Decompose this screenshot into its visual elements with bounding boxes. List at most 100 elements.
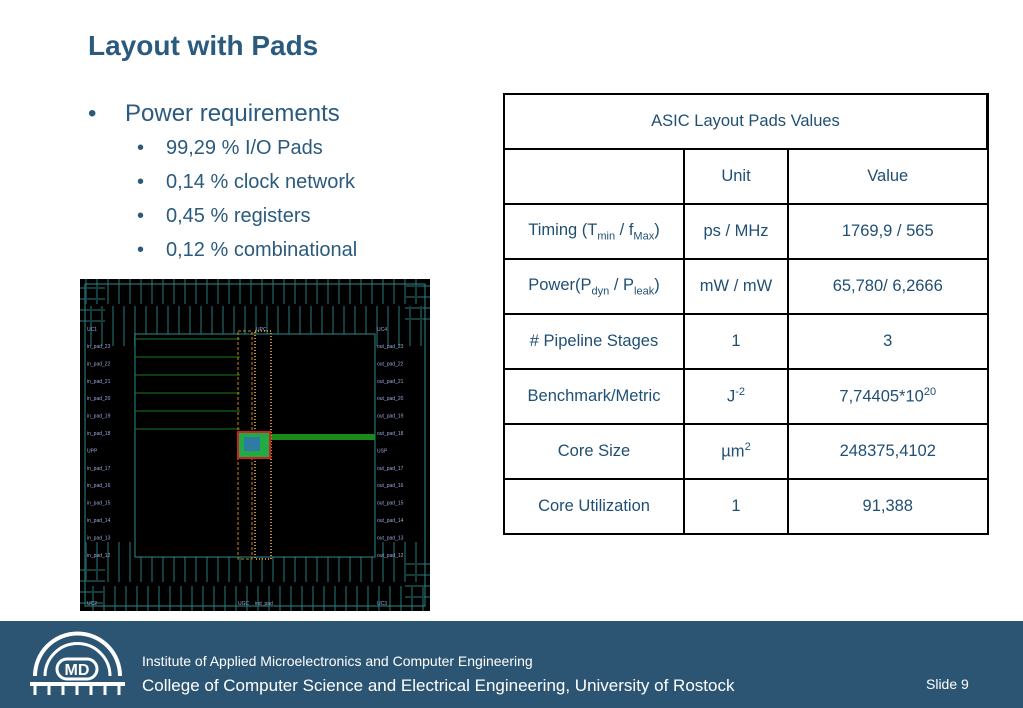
table-cell: # Pipeline Stages: [503, 313, 685, 370]
pad-label: in_pad_15: [87, 501, 111, 507]
pad-label: out_pad_12: [377, 553, 404, 559]
cell-text: / f: [615, 220, 634, 239]
top-pads: [80, 279, 430, 346]
pad-label: UPC: [256, 327, 267, 333]
pad-label: UPP: [87, 448, 98, 454]
pad-label: out_pad_19: [377, 414, 404, 420]
table-corner: [503, 148, 685, 205]
cell-text: J: [726, 387, 736, 406]
table-cell: 7,74405*1020: [787, 368, 989, 425]
pad-label: in_pad_13: [87, 535, 111, 541]
pad-label: in_pad_16: [87, 483, 111, 489]
sub-bullet: 0,14 % clock network: [166, 171, 355, 193]
cell-text: leak: [634, 285, 655, 298]
table-row: Core Size µm2 248375,4102: [503, 423, 989, 480]
cell-text: dyn: [591, 285, 610, 298]
footer-line: College of Computer Science and Electric…: [142, 676, 735, 695]
cell-text: 1769,9 / 565: [841, 222, 934, 240]
cell-text: ): [654, 220, 660, 239]
pad-label: in_pad_20: [87, 396, 111, 402]
pad-label: out_pad_23: [377, 344, 404, 350]
pad-label: in_pad_18: [87, 431, 111, 437]
cell-text: 1: [731, 497, 741, 515]
table-row: Benchmark/Metric J-2 7,74405*1020: [503, 368, 989, 425]
table-cell: 91,388: [787, 478, 989, 535]
table-row: Power(Pdyn / Pleak) mW / mW 65,780/ 6,2666: [503, 258, 989, 315]
pad-label: in_pad_14: [87, 518, 111, 524]
sub-bullet: 0,12 % combinational: [166, 239, 358, 261]
corner-label: UC3: [377, 601, 387, 607]
table-cell: Core Size: [503, 423, 685, 480]
cell-text: ps / MHz: [703, 222, 769, 240]
corner-label: UC4: [377, 327, 387, 333]
cell-text: 1: [731, 332, 741, 350]
results-table: ASIC Layout Pads Values Unit Value Timing…: [503, 93, 989, 535]
table-header: Value: [787, 148, 989, 205]
pad-label: out_pad_18: [377, 431, 404, 437]
bullet-marker: •: [137, 239, 145, 261]
cell-text: # Pipeline Stages: [529, 332, 659, 350]
pad-label: in_pad_19: [87, 414, 111, 420]
table-cell: Timing (Tmin / fMax): [503, 203, 685, 260]
cell-text: Max: [633, 230, 655, 243]
cell-text: µm: [721, 442, 745, 461]
pad-label: out_pad_22: [377, 361, 404, 367]
table-header: Unit: [683, 148, 789, 205]
cell-text: 20: [923, 386, 937, 399]
cell-text: min: [597, 230, 616, 243]
corner-label: UC1: [87, 327, 97, 333]
cell-text: Benchmark/Metric: [527, 387, 661, 405]
pad-label: out_pad_20: [377, 396, 404, 402]
cell-text: Core Size: [557, 442, 631, 460]
table-cell: 65,780/ 6,2666: [787, 258, 989, 315]
cell-text: 3: [883, 332, 893, 350]
logo: MD: [30, 631, 125, 695]
pad-label: USP: [377, 448, 388, 454]
table-cell: 1: [683, 313, 789, 370]
slide-number: Slide 9: [926, 676, 969, 692]
table-cell: 1: [683, 478, 789, 535]
table-cell: J-2: [683, 368, 789, 425]
sub-bullet: 0,45 % registers: [166, 205, 311, 227]
sub-bullet: 99,29 % I/O Pads: [166, 137, 323, 159]
table-cell: µm2: [683, 423, 789, 480]
cell-text: 248375,4102: [839, 442, 936, 460]
pad-label: out_pad_14: [377, 518, 404, 524]
cell-text: Core Utilization: [538, 497, 650, 515]
table-cell: Power(Pdyn / Pleak): [503, 258, 685, 315]
pad-label: out_pad_13: [377, 535, 404, 541]
wire: [270, 434, 375, 440]
table-cell: Core Utilization: [503, 478, 685, 535]
cell-text: ): [654, 275, 660, 294]
table-row: Timing (Tmin / fMax) ps / MHz 1769,9 / 565: [503, 203, 989, 260]
pad-label: in_pad_12: [87, 553, 111, 559]
logo-text: MD: [65, 662, 90, 679]
bullet: Power requirements: [125, 100, 340, 127]
cell-text: Power(P: [528, 275, 592, 294]
table-cell: Benchmark/Metric: [503, 368, 685, 425]
cell-text: 91,388: [862, 497, 913, 515]
pad-label: out_pad_17: [377, 466, 404, 472]
table-caption: ASIC Layout Pads Values: [503, 93, 989, 150]
table-cell: 3: [787, 313, 989, 370]
pad-labels: UC1 UC4 UC2 UC3 UPC UGC ind_pad in_pad_23 in_pad…: [87, 327, 404, 607]
cell-text: 65,780/ 6,2666: [832, 277, 943, 295]
pad-label: in_pad_23: [87, 344, 111, 350]
bullet-marker: •: [137, 137, 145, 159]
cell-text: mW / mW: [699, 277, 773, 295]
logic-cells: [244, 437, 260, 451]
bullet-marker: •: [137, 205, 145, 227]
bullet-marker: •: [88, 100, 97, 127]
table-cell: ps / MHz: [683, 203, 789, 260]
table-row: # Pipeline Stages 1 3: [503, 313, 989, 370]
pad-label: out_pad_21: [377, 379, 404, 385]
pad-label: in_pad_22: [87, 361, 111, 367]
cell-text: / P: [609, 275, 635, 294]
corner-label: UC2: [87, 601, 97, 607]
pad-label: in_pad_21: [87, 379, 111, 385]
pad-label: out_pad_15: [377, 501, 404, 507]
die-border: [84, 283, 426, 607]
pad-label: ind_pad: [255, 601, 273, 607]
cell-text: Timing (T: [528, 220, 598, 239]
